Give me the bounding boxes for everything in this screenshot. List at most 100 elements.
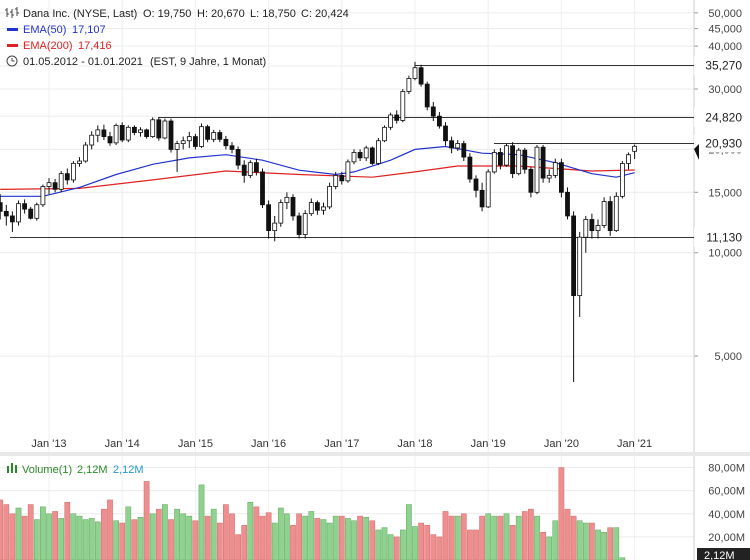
candle[interactable] bbox=[95, 125, 101, 143]
volume-bar[interactable] bbox=[88, 518, 95, 560]
candle[interactable] bbox=[138, 127, 143, 137]
candle[interactable] bbox=[28, 206, 34, 220]
volume-bar[interactable] bbox=[241, 525, 248, 560]
volume-bar[interactable] bbox=[485, 513, 492, 560]
candle[interactable] bbox=[473, 175, 479, 198]
volume-bar[interactable] bbox=[229, 513, 235, 560]
volume-bar[interactable] bbox=[143, 481, 150, 560]
volume-bar[interactable] bbox=[3, 504, 10, 560]
volume-bar[interactable] bbox=[338, 515, 345, 560]
volume-bar[interactable] bbox=[595, 529, 601, 560]
candle[interactable] bbox=[497, 147, 503, 170]
candle[interactable] bbox=[58, 171, 64, 193]
candle[interactable] bbox=[192, 133, 198, 150]
candle[interactable] bbox=[626, 152, 631, 170]
candle[interactable] bbox=[266, 200, 272, 239]
volume-bar[interactable] bbox=[442, 511, 449, 560]
candle[interactable] bbox=[436, 112, 442, 129]
volume-bar[interactable] bbox=[430, 534, 437, 560]
candle[interactable] bbox=[375, 137, 381, 166]
volume-bar[interactable] bbox=[198, 484, 205, 560]
candle[interactable] bbox=[211, 129, 217, 143]
candle[interactable] bbox=[565, 187, 570, 220]
volume-bar[interactable] bbox=[186, 515, 193, 560]
candle[interactable] bbox=[516, 147, 522, 176]
candle[interactable] bbox=[217, 129, 223, 143]
candle[interactable] bbox=[504, 143, 509, 167]
volume-bar[interactable] bbox=[497, 515, 504, 560]
candle[interactable] bbox=[339, 171, 345, 185]
volume-bar[interactable] bbox=[58, 518, 65, 560]
volume-bar[interactable] bbox=[589, 522, 595, 560]
candle[interactable] bbox=[64, 168, 70, 185]
volume-bar[interactable] bbox=[491, 515, 498, 560]
volume-bar[interactable] bbox=[546, 536, 553, 560]
volume-bar[interactable] bbox=[381, 527, 388, 560]
volume-bar[interactable] bbox=[479, 515, 485, 560]
candle[interactable] bbox=[327, 182, 333, 210]
candle[interactable] bbox=[278, 199, 284, 227]
candle[interactable] bbox=[16, 200, 21, 226]
candle[interactable] bbox=[601, 197, 607, 229]
volume-bar[interactable] bbox=[363, 516, 370, 560]
volume-bar[interactable] bbox=[473, 529, 479, 560]
candle[interactable] bbox=[491, 149, 497, 174]
candle[interactable] bbox=[534, 145, 540, 195]
candle[interactable] bbox=[345, 159, 351, 183]
candle[interactable] bbox=[144, 128, 150, 139]
volume-bar[interactable] bbox=[82, 519, 89, 560]
volume-bar[interactable] bbox=[168, 519, 174, 560]
volume-bar[interactable] bbox=[326, 522, 333, 560]
candle[interactable] bbox=[467, 153, 473, 183]
candle[interactable] bbox=[113, 123, 119, 146]
candle[interactable] bbox=[107, 131, 113, 146]
volume-bar[interactable] bbox=[9, 513, 16, 560]
candle[interactable] bbox=[443, 122, 448, 146]
candle[interactable] bbox=[632, 144, 637, 160]
candle[interactable] bbox=[461, 140, 467, 162]
volume-bar[interactable] bbox=[271, 522, 278, 560]
volume-bar[interactable] bbox=[259, 515, 266, 560]
volume-bar[interactable] bbox=[332, 515, 339, 560]
volume-bar[interactable] bbox=[284, 513, 290, 560]
volume-bar[interactable] bbox=[40, 506, 46, 560]
volume-bar[interactable] bbox=[393, 536, 400, 560]
candle[interactable] bbox=[528, 166, 534, 198]
volume-bar[interactable] bbox=[607, 527, 614, 560]
volume-bar[interactable] bbox=[15, 507, 22, 560]
candle[interactable] bbox=[357, 149, 363, 162]
volume-bar[interactable] bbox=[33, 519, 40, 560]
volume-bar[interactable] bbox=[619, 557, 626, 560]
volume-bar[interactable] bbox=[540, 532, 546, 560]
volume-bar[interactable] bbox=[552, 520, 559, 560]
candle[interactable] bbox=[101, 124, 107, 141]
volume-bar[interactable] bbox=[308, 511, 315, 560]
candle[interactable] bbox=[589, 213, 595, 239]
volume-bar[interactable] bbox=[418, 522, 424, 560]
candle[interactable] bbox=[205, 124, 211, 143]
volume-bar[interactable] bbox=[521, 511, 528, 560]
candle[interactable] bbox=[22, 199, 28, 214]
candle[interactable] bbox=[40, 184, 46, 207]
candle[interactable] bbox=[83, 142, 88, 163]
candle[interactable] bbox=[150, 117, 156, 138]
candle[interactable] bbox=[382, 125, 387, 143]
candle[interactable] bbox=[247, 160, 253, 179]
candle[interactable] bbox=[455, 140, 461, 151]
candle[interactable] bbox=[77, 157, 82, 167]
volume-bar[interactable] bbox=[94, 521, 101, 560]
volume-bar[interactable] bbox=[454, 515, 461, 560]
candle[interactable] bbox=[168, 118, 174, 153]
volume-bar[interactable] bbox=[216, 522, 223, 560]
volume-bar[interactable] bbox=[0, 499, 4, 560]
candle[interactable] bbox=[241, 160, 247, 183]
volume-bar[interactable] bbox=[375, 529, 382, 560]
candle[interactable] bbox=[71, 161, 76, 183]
volume-bar[interactable] bbox=[277, 507, 284, 560]
volume-bar[interactable] bbox=[46, 513, 52, 560]
candle[interactable] bbox=[406, 75, 412, 95]
volume-bar[interactable] bbox=[70, 513, 77, 560]
volume-bar[interactable] bbox=[534, 515, 540, 560]
volume-bar[interactable] bbox=[387, 534, 394, 560]
candle[interactable] bbox=[253, 158, 259, 176]
